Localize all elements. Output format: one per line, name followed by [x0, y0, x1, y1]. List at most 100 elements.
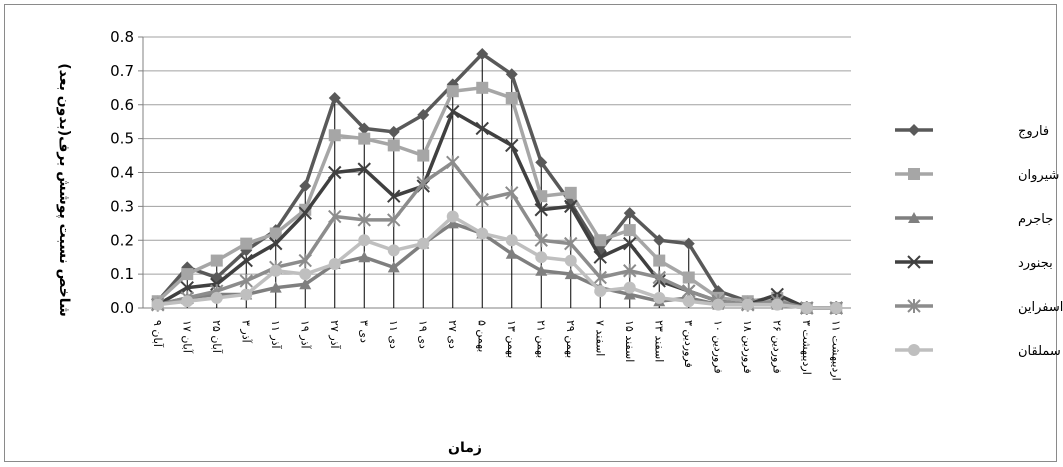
data-point: [358, 122, 371, 135]
data-point: [505, 247, 518, 259]
x-tick-label: بهمن ۲۹: [564, 320, 577, 358]
data-point: [387, 139, 400, 152]
data-point: [417, 108, 430, 121]
data-point: [741, 298, 754, 311]
data-point: [446, 155, 460, 170]
x-tick-label: آبان ۲۵: [210, 320, 224, 354]
data-point: [417, 237, 430, 250]
y-tick-label: 0.5: [110, 130, 134, 148]
data-point: [299, 268, 312, 281]
data-point: [358, 132, 371, 145]
data-point: [623, 263, 637, 278]
series-group: [151, 47, 843, 315]
data-point: [446, 217, 459, 229]
x-tick-label: دی ۳: [357, 320, 370, 343]
y-tick-label: 0.8: [110, 28, 134, 46]
y-axis-title: شاخص نسبت پوشش برف(بدون بعد): [56, 63, 72, 317]
legend-label: مانه و سملقان: [1018, 344, 1063, 359]
data-point: [505, 185, 519, 200]
data-point: [476, 81, 489, 94]
data-point: [534, 233, 548, 248]
data-point: [476, 227, 489, 240]
data-point: [623, 281, 636, 294]
data-point: [387, 189, 401, 203]
data-point: [387, 244, 400, 257]
data-point: [564, 268, 577, 280]
legend-label: فاروج: [1018, 124, 1049, 139]
x-tick-label: فروردین ۱۸: [741, 320, 754, 374]
data-point: [830, 302, 843, 314]
legend-label: بجنورد: [1018, 256, 1053, 271]
data-point: [387, 125, 400, 138]
gridlines: [138, 36, 851, 309]
data-point: [269, 227, 282, 240]
data-point: [652, 270, 666, 285]
data-point: [446, 104, 460, 119]
data-point: [653, 234, 666, 247]
data-point: [712, 298, 725, 311]
chart-frame: [4, 4, 1057, 462]
legend-label: اسفراین: [1018, 300, 1063, 315]
data-point: [210, 291, 223, 304]
data-point: [151, 298, 164, 311]
x-tick-label: بهمن ۲۱: [534, 320, 547, 358]
x-tick-label: بهمن ۱۳: [505, 320, 518, 358]
data-point: [387, 212, 401, 227]
x-tick-label: اردیبهشت ۳: [800, 320, 813, 375]
legend-swatch-marker: [907, 299, 921, 313]
legend-swatch-marker: [908, 344, 920, 356]
data-point: [475, 121, 489, 136]
data-point: [358, 251, 371, 263]
legend: فاروج شیروان جاجرم بجنورد اسفراین مانه و سملق…: [895, 124, 1063, 359]
data-point: [535, 264, 548, 276]
x-tick-label: آذر ۲۷: [328, 320, 342, 350]
x-tick-label: دی ۱۹: [416, 320, 429, 349]
x-axis-ticks: آبان ۹ ۱۷ آبان آبان ۲۵ آذر ۳ آذر ۱۱ آذر ۱۹ آذر…: [151, 320, 843, 381]
data-point: [299, 278, 312, 290]
data-point: [181, 295, 194, 308]
data-point: [328, 257, 341, 270]
data-point: [240, 237, 253, 250]
x-axis-title: زمان: [448, 440, 482, 456]
data-point: [210, 254, 223, 267]
data-point: [505, 68, 518, 81]
data-point: [593, 250, 607, 264]
x-tick-label: آذر ۱۱: [269, 320, 283, 350]
data-point: [623, 224, 636, 237]
data-point: [623, 207, 636, 220]
data-point: [357, 162, 371, 176]
legend-swatch-marker: [908, 124, 920, 136]
data-point: [594, 234, 607, 247]
data-point: [800, 302, 813, 314]
data-point: [564, 236, 578, 251]
x-tick-label: فروردین ۳: [682, 320, 695, 368]
data-point: [357, 212, 371, 227]
data-point: [534, 203, 548, 217]
data-point: [476, 47, 489, 60]
data-point: [387, 261, 400, 273]
data-point: [417, 149, 430, 162]
data-point: [653, 254, 666, 267]
legend-swatch-marker: [907, 255, 921, 269]
legend-label: شیروان: [1018, 168, 1059, 183]
data-point: [475, 192, 489, 207]
data-point: [269, 264, 282, 277]
data-point: [594, 285, 607, 298]
x-tick-label: بهمن ۵: [475, 320, 488, 352]
x-tick-label: ۱۷ آبان: [180, 320, 194, 354]
data-point: [564, 199, 578, 214]
data-point: [298, 253, 312, 268]
data-point: [299, 180, 312, 193]
x-tick-label: دی ۲۷: [446, 320, 459, 349]
data-point: [682, 271, 695, 284]
data-point: [298, 206, 312, 220]
x-tick-label: آذر ۱۹: [298, 320, 312, 350]
data-point: [328, 209, 342, 224]
y-tick-label: 0.4: [110, 164, 134, 182]
x-tick-label: اسفند ۲۳: [652, 320, 665, 362]
data-point: [682, 295, 695, 308]
data-point: [505, 234, 518, 247]
data-point: [505, 91, 518, 104]
data-point: [269, 281, 282, 293]
